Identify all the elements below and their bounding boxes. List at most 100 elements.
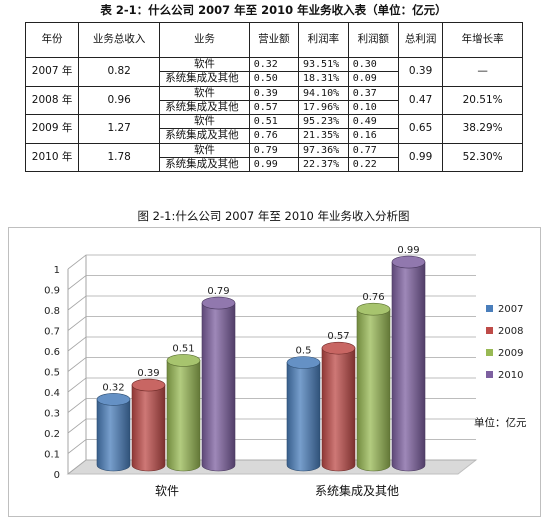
cell-margin: 21.35% — [297, 128, 349, 144]
table-row: 系统集成及其他 0.57 17.96% 0.10 — [26, 99, 523, 116]
cell-business: 软件 — [159, 56, 250, 73]
bar-2007 — [286, 362, 321, 472]
header-business: 业务 — [159, 22, 250, 58]
cell-profit: 0.30 — [347, 56, 399, 73]
x-category-label: 系统集成及其他 — [315, 483, 399, 498]
header-margin: 利润率 — [297, 22, 349, 58]
cell-margin: 97.36% — [297, 142, 349, 159]
header-revenue: 营业额 — [248, 22, 299, 58]
legend-swatch-2007 — [486, 305, 493, 312]
header-growth: 年增长率 — [442, 22, 523, 58]
cell-revenue: 0.39 — [248, 85, 299, 101]
header-profit: 利润额 — [347, 22, 399, 58]
y-tick-label: 0.3 — [44, 409, 60, 420]
table-row: 系统集成及其他 0.76 21.35% 0.16 — [26, 128, 523, 144]
data-label: 0.99 — [397, 245, 419, 256]
bar-2008 — [131, 384, 166, 472]
cell-year: 2007 年 — [24, 57, 80, 87]
cell-business: 软件 — [159, 85, 250, 101]
cell-total-profit: 0.65 — [397, 114, 444, 144]
bar-top-2009 — [356, 302, 391, 316]
cell-profit: 0.10 — [347, 99, 399, 116]
cell-total: 0.82 — [78, 57, 161, 87]
legend-swatch-2010 — [486, 371, 493, 378]
cell-business: 系统集成及其他 — [159, 128, 250, 144]
bar-top-2009 — [166, 354, 201, 367]
data-label: 0.57 — [327, 331, 349, 342]
header-year: 年份 — [24, 22, 80, 58]
x-category-label: 软件 — [155, 484, 179, 498]
header-total-revenue: 业务总收入 — [78, 22, 161, 58]
figure-title: 图 2-1:什么公司 2007 年至 2010 年业务收入分析图 — [137, 209, 410, 223]
y-tick-label: 0.7 — [44, 327, 60, 338]
cell-growth: 38.29% — [442, 114, 523, 144]
cell-year: 2009 年 — [24, 114, 80, 144]
cell-total-profit: 0.47 — [397, 85, 444, 116]
cell-business: 系统集成及其他 — [159, 157, 250, 173]
y-tick-label: 0.4 — [44, 388, 60, 399]
y-tick-label: 0.5 — [44, 368, 60, 379]
cell-business: 软件 — [159, 142, 250, 159]
cell-revenue: 0.79 — [248, 142, 299, 159]
y-tick-label: 1 — [54, 265, 60, 276]
cell-total-profit: 0.99 — [397, 142, 444, 173]
bar-top-2007 — [286, 356, 321, 369]
legend-swatch-2009 — [486, 349, 493, 356]
table-row: 系统集成及其他 0.50 18.31% 0.09 — [26, 71, 523, 87]
cell-revenue: 0.76 — [248, 128, 299, 144]
cell-margin: 18.31% — [297, 71, 349, 87]
cell-profit: 0.22 — [347, 157, 399, 173]
y-tick-label: 0.8 — [44, 306, 60, 317]
cell-business: 系统集成及其他 — [159, 71, 250, 87]
data-label: 0.51 — [172, 343, 194, 354]
unit-label: 单位：亿元 — [474, 417, 527, 429]
table-row: 2008 年 0.96 软件 0.39 94.10% 0.37 0.47 20.… — [24, 85, 523, 116]
legend-label-2007: 2007 — [498, 304, 523, 315]
y-tick-label: 0.2 — [44, 429, 60, 440]
y-tick-label: 0.9 — [44, 286, 60, 297]
cell-total-profit: 0.39 — [397, 57, 444, 87]
cell-growth: 20.51% — [442, 85, 523, 116]
cell-total: 1.27 — [78, 114, 161, 144]
bar-2009 — [356, 308, 391, 472]
revenue-table: 年份 业务总收入 业务 营业额 利润率 利润额 总利润 年增长率 2007 年 … — [24, 22, 523, 173]
cell-margin: 22.37% — [297, 157, 349, 173]
cell-total: 0.96 — [78, 85, 161, 116]
cell-profit: 0.37 — [347, 85, 399, 101]
cell-profit: 0.09 — [347, 71, 399, 87]
y-tick-label: 0.6 — [44, 347, 60, 358]
cell-profit: 0.16 — [347, 128, 399, 144]
cell-year: 2010 年 — [24, 142, 80, 173]
data-label: 0.39 — [137, 368, 159, 379]
legend-label-2008: 2008 — [498, 326, 523, 337]
cell-profit: 0.77 — [347, 142, 399, 159]
bar-top-2007 — [96, 393, 131, 406]
cell-margin: 94.10% — [297, 85, 349, 101]
data-label: 0.79 — [207, 286, 229, 297]
data-label: 0.32 — [102, 382, 124, 393]
cell-year: 2008 年 — [24, 85, 80, 116]
bar-2007 — [96, 399, 131, 472]
data-label: 0.76 — [362, 292, 384, 303]
bar-2009 — [166, 360, 201, 472]
cell-profit: 0.49 — [347, 114, 399, 130]
revenue-bar-chart: 0 0.1 0.2 0.3 0.4 0.5 0.6 0.7 0.8 0.9 1 0.32 0.39 0.5… — [44, 245, 523, 498]
header-total-profit: 总利润 — [397, 22, 444, 58]
cell-revenue: 0.99 — [248, 157, 299, 173]
cell-business: 系统集成及其他 — [159, 99, 250, 116]
table-row: 系统集成及其他 0.99 22.37% 0.22 — [26, 157, 523, 173]
bar-top-2010 — [201, 296, 236, 310]
cell-total: 1.78 — [78, 142, 161, 173]
table-title: 表 2-1：什么公司 2007 年至 2010 年业务收入表（单位：亿元） — [100, 3, 447, 17]
cell-business: 软件 — [159, 114, 250, 130]
bar-top-2010 — [391, 255, 426, 269]
table-header-row: 年份 业务总收入 业务 营业额 利润率 利润额 总利润 年增长率 — [24, 22, 523, 58]
cell-growth: — — [442, 57, 523, 87]
cell-growth: 52.30% — [442, 142, 523, 173]
cell-revenue: 0.50 — [248, 71, 299, 87]
chart-frame — [8, 227, 541, 517]
cell-revenue: 0.32 — [248, 56, 299, 73]
legend-label-2009: 2009 — [498, 348, 523, 359]
cell-margin: 17.96% — [297, 99, 349, 116]
